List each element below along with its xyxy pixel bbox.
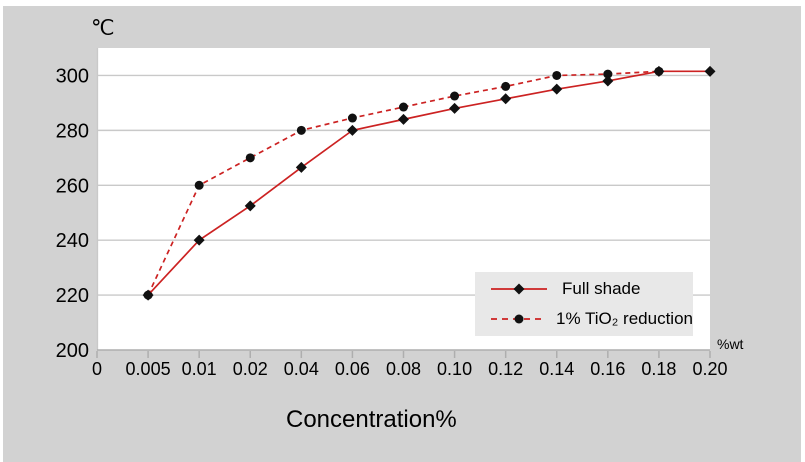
circle-marker bbox=[245, 153, 255, 163]
y-tick-label: 260 bbox=[56, 175, 89, 197]
diamond-marker bbox=[295, 161, 307, 173]
circle-marker bbox=[399, 102, 408, 112]
line-chart: 200 220 240 260 280 300 0 0.005 0.01 0.02 0.04 0.06… bbox=[56, 48, 728, 379]
series-line-full-shade bbox=[147, 70, 710, 296]
x-axis-title: Concentration% bbox=[286, 406, 457, 433]
x-tick-label: 0.08 bbox=[386, 359, 421, 379]
y-axis-unit-label: ℃ bbox=[91, 17, 115, 40]
diamond-marker bbox=[398, 113, 409, 125]
y-tick-label: 200 bbox=[56, 340, 89, 362]
diamond-marker bbox=[500, 93, 512, 105]
circle-marker bbox=[603, 69, 613, 79]
y-tick-label: 280 bbox=[56, 120, 89, 142]
legend-swatch-solid-diamond-icon bbox=[491, 283, 547, 295]
legend-item-full-shade: Full shade bbox=[475, 274, 693, 304]
circle-marker bbox=[450, 91, 460, 101]
circle-marker bbox=[296, 125, 306, 135]
legend-label-full-shade: Full shade bbox=[562, 279, 641, 298]
legend-swatch-dashed-circle-icon bbox=[491, 314, 542, 324]
diamond-marker bbox=[704, 65, 716, 77]
y-tick-label: 220 bbox=[56, 285, 89, 307]
legend: Full shade 1% TiO₂ reduction bbox=[475, 272, 693, 336]
legend-item-tio2-reduction: 1% TiO₂ reduction bbox=[475, 304, 693, 334]
x-tick-label: 0.06 bbox=[335, 359, 370, 379]
circle-marker bbox=[347, 113, 357, 123]
diamond-marker bbox=[142, 289, 154, 301]
series-line-1-tio-reduction bbox=[147, 70, 659, 296]
x-tick-label: 0.02 bbox=[233, 359, 268, 379]
diamond-marker bbox=[653, 65, 665, 77]
diamond-marker bbox=[244, 200, 256, 212]
chart-panel: 200 220 240 260 280 300 0 0.005 0.01 0.02 0.04 0.06… bbox=[3, 6, 801, 462]
legend-label-tio2-reduction: 1% TiO₂ reduction bbox=[556, 309, 693, 328]
x-tick-label: 0.01 bbox=[182, 359, 217, 379]
circle-marker bbox=[501, 81, 511, 91]
y-tick-label: 300 bbox=[56, 65, 89, 87]
x-tick-label: 0.10 bbox=[437, 359, 472, 379]
diamond-marker bbox=[602, 75, 614, 87]
x-tick-label: 0.14 bbox=[539, 359, 574, 379]
diamond-marker bbox=[551, 83, 563, 95]
diamond-marker bbox=[346, 124, 358, 136]
circle-marker bbox=[552, 70, 562, 80]
x-tick-label: 0.20 bbox=[692, 359, 727, 379]
diamond-marker bbox=[193, 234, 205, 246]
x-tick-label: 0.12 bbox=[488, 359, 523, 379]
diamond-marker bbox=[449, 102, 461, 114]
y-tick-label: 240 bbox=[56, 230, 89, 252]
x-tick-label: 0 bbox=[92, 359, 102, 379]
circle-marker bbox=[194, 180, 204, 190]
x-axis-unit-label: %wt bbox=[717, 336, 744, 352]
x-tick-label: 0.16 bbox=[590, 359, 625, 379]
x-tick-label: 0.04 bbox=[284, 359, 319, 379]
x-tick-label: 0.18 bbox=[641, 359, 676, 379]
x-tick-label: 0.005 bbox=[126, 359, 171, 379]
